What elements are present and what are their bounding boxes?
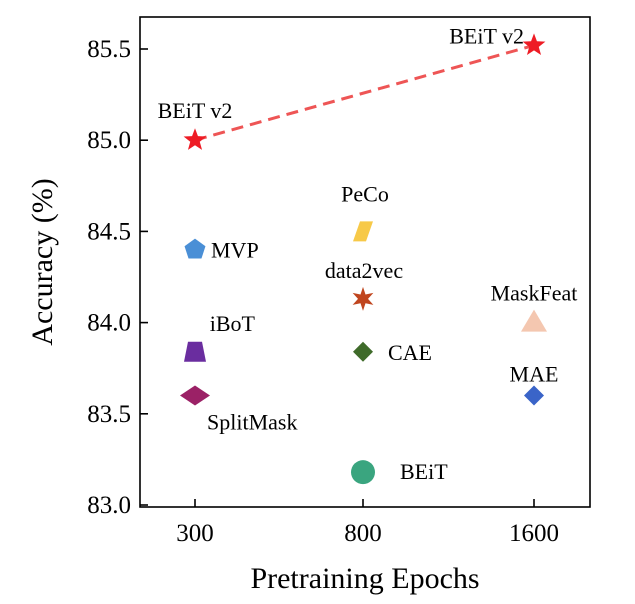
point-cae-800 [353,341,373,362]
x-tick-label: 1600 [509,520,559,547]
y-tick-label: 84.0 [87,310,131,337]
x-tick-label: 300 [176,520,214,547]
x-tick-label: 800 [344,520,382,547]
x-axis-ticks: 300 800 1600 [176,499,559,547]
y-tick-label: 84.5 [87,218,131,245]
point-label-maskfeat: MaskFeat [491,281,578,306]
y-tick-label: 83.5 [87,401,131,428]
point-labels: BEiT v2 BEiT v2 PeCo MVP data2vec MaskFeat iBo… [158,23,578,484]
point-mae-1600 [524,385,544,406]
series-lines [194,43,535,142]
dashed-connector-line [194,43,535,142]
point-label-beit-v2: BEiT v2 [158,98,233,123]
point-ibot-300 [184,341,206,362]
point-label-peco: PeCo [341,181,389,206]
plot-frame [139,16,591,508]
point-label-mvp: MVP [211,238,259,263]
point-label-beit-v2: BEiT v2 [449,23,524,48]
point-label-ibot: iBoT [210,311,256,336]
point-beit-v2-1600 [522,33,546,56]
point-label-beit: BEiT [400,459,448,484]
point-label-splitmask: SplitMask [207,410,297,435]
y-axis-ticks: 83.0 83.5 84.0 84.5 85.0 85.5 [87,36,148,519]
y-tick-label: 85.0 [87,127,131,154]
point-beit-v2-300 [183,128,207,150]
point-label-data2vec: data2vec [325,258,403,283]
point-beit-800 [351,460,375,485]
y-axis-title: Accuracy (%) [26,178,59,345]
y-tick-label: 85.5 [87,36,131,63]
x-axis-title: Pretraining Epochs [250,562,479,595]
point-splitmask-300 [180,385,210,406]
point-maskfeat-1600 [521,309,547,332]
point-mvp-300 [184,238,206,259]
point-label-mae: MAE [510,362,559,387]
point-label-cae: CAE [388,340,432,365]
point-data2vec-800 [352,286,374,311]
point-peco-800 [353,221,373,242]
data-points [180,33,547,485]
y-tick-label: 83.0 [87,492,131,519]
